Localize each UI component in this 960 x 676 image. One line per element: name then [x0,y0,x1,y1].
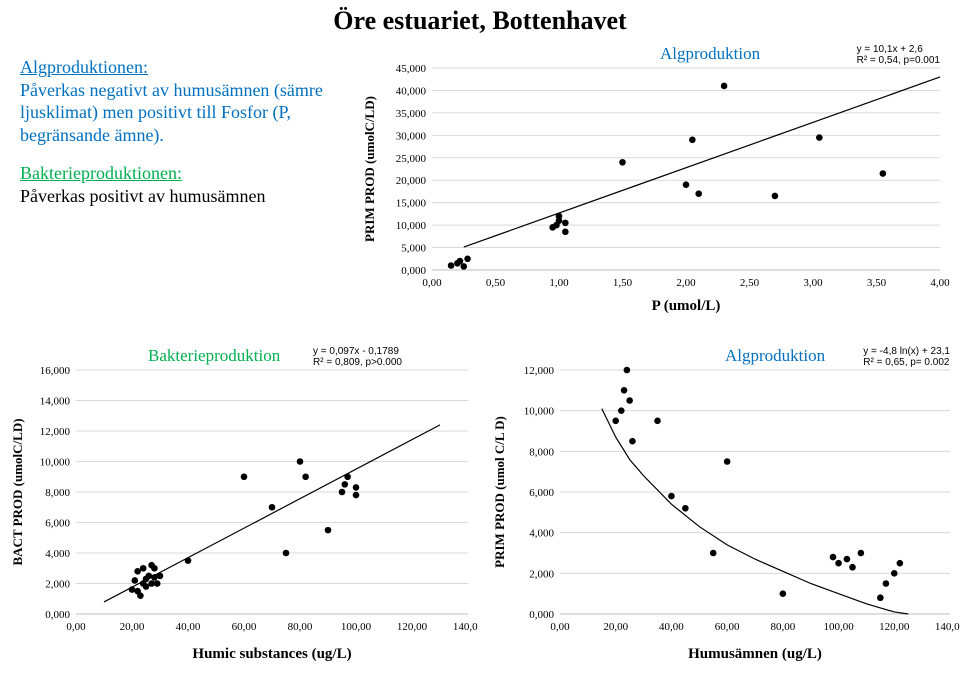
svg-text:80,00: 80,00 [770,621,795,633]
svg-text:1,00: 1,00 [549,277,569,289]
svg-text:0,000: 0,000 [401,265,426,277]
chart-algproduktion-p: Algproduktion y = 10,1x + 2,6 R² = 0,54,… [360,44,950,321]
svg-text:Humic substances (ug/L): Humic substances (ug/L) [192,646,351,662]
chart-bl-eq1: y = 0,097x - 0,1789 [313,346,402,357]
chart-algproduktion-humus: Algproduktion y = -4,8 ln(x) + 23,1 R² =… [490,346,960,669]
chart-bakterieproduktion: Bakterieproduktion y = 0,097x - 0,1789 R… [8,346,478,669]
bak-body: Påverkas positivt av humusämnen [20,185,330,208]
svg-text:45,000: 45,000 [396,63,427,75]
svg-text:P (umol/L): P (umol/L) [652,298,721,314]
svg-text:35,000: 35,000 [396,108,427,120]
svg-text:0,00: 0,00 [66,621,86,633]
description-box: Algproduktionen: Påverkas negativt av hu… [20,56,330,207]
svg-text:16,000: 16,000 [40,365,71,377]
svg-text:12,000: 12,000 [524,365,555,377]
svg-text:20,00: 20,00 [120,621,145,633]
chart-top-eq2: R² = 0,54, p=0.001 [857,55,940,66]
svg-text:8,000: 8,000 [45,487,70,499]
svg-text:20,00: 20,00 [603,621,628,633]
svg-text:8,000: 8,000 [529,446,554,458]
chart-br-eq1: y = -4,8 ln(x) + 23,1 [863,346,950,357]
svg-text:0,000: 0,000 [529,609,554,621]
chart-br-title: Algproduktion [725,346,825,366]
svg-text:3,00: 3,00 [803,277,823,289]
svg-text:10,000: 10,000 [396,220,427,232]
chart-bl-title: Bakterieproduktion [148,346,280,366]
svg-text:80,00: 80,00 [288,621,313,633]
svg-text:2,000: 2,000 [529,568,554,580]
svg-text:0,000: 0,000 [45,609,70,621]
svg-text:4,00: 4,00 [930,277,950,289]
alg-body: Påverkas negativt av humusämnen (sämre l… [20,79,330,147]
svg-text:40,000: 40,000 [396,85,427,97]
page-title: Öre estuariet, Bottenhavet [0,6,960,36]
svg-text:2,000: 2,000 [45,579,70,591]
svg-text:40,00: 40,00 [659,621,684,633]
svg-text:20,000: 20,000 [396,175,427,187]
svg-text:PRIM PROD (umol C/L D): PRIM PROD (umol C/L D) [492,416,507,568]
svg-text:3,50: 3,50 [867,277,887,289]
svg-text:10,000: 10,000 [524,406,555,418]
svg-text:0,00: 0,00 [550,621,570,633]
svg-text:120,00: 120,00 [397,621,428,633]
svg-text:0,50: 0,50 [486,277,506,289]
svg-text:PRIM PROD (umolC/LD): PRIM PROD (umolC/LD) [362,96,377,242]
svg-text:Humusämnen (ug/L): Humusämnen (ug/L) [688,646,822,662]
svg-text:15,000: 15,000 [396,198,427,210]
svg-text:40,00: 40,00 [176,621,201,633]
svg-text:30,000: 30,000 [396,130,427,142]
chart-top-eq1: y = 10,1x + 2,6 [857,44,940,55]
svg-text:2,50: 2,50 [740,277,760,289]
svg-text:6,000: 6,000 [529,487,554,499]
svg-text:14,000: 14,000 [40,396,71,408]
svg-text:140,00: 140,00 [453,621,478,633]
svg-text:10,000: 10,000 [40,457,71,469]
chart-bl-eq2: R² = 0,809, p>0.000 [313,357,402,368]
svg-text:25,000: 25,000 [396,153,427,165]
svg-text:140,00: 140,00 [935,621,960,633]
svg-text:BACT PROD (umolC/LD): BACT PROD (umolC/LD) [10,418,25,565]
bak-heading: Bakterieproduktionen: [20,163,182,183]
svg-text:60,00: 60,00 [232,621,257,633]
svg-text:5,000: 5,000 [401,243,426,255]
svg-text:100,00: 100,00 [823,621,854,633]
svg-text:1,50: 1,50 [613,277,633,289]
svg-text:6,000: 6,000 [45,518,70,530]
alg-heading: Algproduktionen: [20,57,148,77]
svg-text:0,00: 0,00 [422,277,442,289]
svg-text:60,00: 60,00 [715,621,740,633]
svg-text:2,00: 2,00 [676,277,696,289]
chart-top-title: Algproduktion [660,44,760,64]
svg-text:120,00: 120,00 [879,621,910,633]
svg-text:100,00: 100,00 [341,621,372,633]
svg-text:4,000: 4,000 [45,548,70,560]
chart-br-eq2: R² = 0,65, p= 0.002 [863,357,950,368]
svg-text:12,000: 12,000 [40,426,71,438]
svg-text:4,000: 4,000 [529,528,554,540]
